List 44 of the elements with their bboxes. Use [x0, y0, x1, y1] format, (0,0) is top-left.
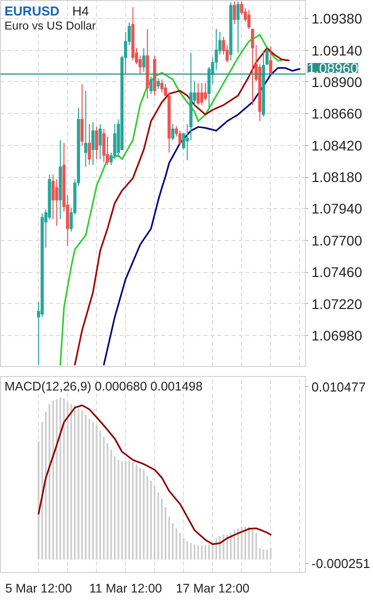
candlestick — [160, 78, 164, 94]
y-tick-label: 1.09140 — [312, 42, 362, 58]
chart-title: MACD(12,26,9) 0.000680 0.001498 — [4, 380, 203, 394]
candlestick — [200, 82, 204, 106]
y-tick-label: 1.07220 — [312, 296, 362, 312]
x-tick-label: 5 Mar 12:00 — [5, 582, 72, 596]
y-tick-label: 1.07940 — [312, 200, 362, 217]
y-tick-label: 1.07460 — [312, 264, 362, 280]
y-tick-label: -0.000251 — [312, 556, 370, 571]
candlestick — [80, 84, 84, 146]
y-tick-label: 0.010477 — [312, 379, 366, 394]
candlestick — [196, 82, 200, 106]
candlestick — [84, 90, 88, 168]
y-tick-label: 1.07700 — [312, 232, 362, 248]
candlestick — [88, 124, 91, 166]
line-series — [103, 67, 300, 366]
candlestick — [156, 78, 160, 90]
y-tick-label: 1.08180 — [312, 169, 362, 186]
text: Euro vs US Dollar — [4, 20, 96, 32]
candlestick — [95, 126, 98, 160]
chart-title: EURUSD — [4, 4, 60, 18]
candlestick — [178, 130, 182, 146]
y-tick-label: 1.06980 — [312, 327, 362, 344]
ref-line-label: 1.08960 — [308, 60, 358, 76]
candlestick — [142, 48, 146, 72]
candlestick — [269, 46, 272, 76]
candlestick — [204, 82, 207, 101]
candlestick — [102, 128, 106, 163]
candlestick — [182, 133, 186, 150]
y-tick-label: 1.09380 — [312, 10, 362, 27]
candlestick — [232, 0, 236, 25]
annotation: H4 — [72, 4, 89, 18]
y-tick-label: 1.08420 — [312, 137, 362, 154]
candlestick — [171, 124, 174, 141]
candlestick — [149, 76, 153, 94]
x-tick-label: 11 Mar 12:00 — [89, 582, 162, 596]
candlestick — [98, 124, 102, 160]
y-tick-label: 1.08660 — [312, 106, 362, 122]
candlestick — [55, 178, 58, 226]
x-tick-label: 17 Mar 12:00 — [176, 582, 250, 596]
line-series — [38, 404, 272, 545]
candlestick — [91, 122, 95, 166]
y-tick-label: 1.08900 — [312, 74, 362, 90]
candlestick — [236, 0, 240, 54]
